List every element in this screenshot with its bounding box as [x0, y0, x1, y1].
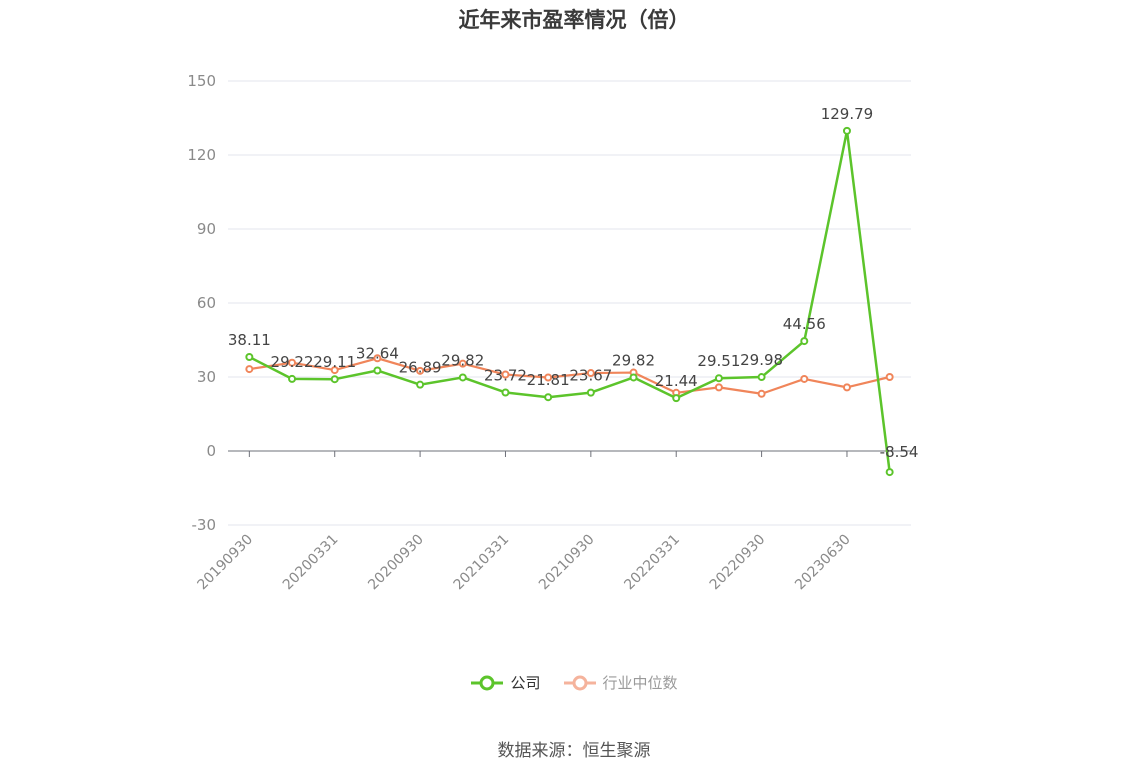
- data-label: 21.81: [527, 371, 570, 389]
- data-label: 29.82: [612, 351, 655, 369]
- y-tick-label: 90: [197, 220, 216, 238]
- industry-legend-icon: [563, 675, 596, 690]
- industry-point: [544, 373, 553, 382]
- data-source: 数据来源：恒生聚源: [497, 741, 651, 761]
- x-tick-label: 20220331: [621, 532, 683, 594]
- industry-point: [885, 373, 894, 381]
- company-legend-icon: [471, 675, 504, 690]
- industry-point: [501, 370, 510, 379]
- data-label: 29.51: [697, 352, 740, 370]
- series-lines: [248, 129, 891, 473]
- company-point: [800, 337, 809, 346]
- data-label: 44.56: [783, 315, 826, 333]
- company-point: [416, 380, 425, 389]
- industry-point: [416, 366, 425, 375]
- y-tick-label: 120: [187, 146, 216, 164]
- company-point: [586, 388, 595, 397]
- industry-point: [800, 374, 809, 383]
- data-label: 29.82: [441, 351, 484, 369]
- data-label: 23.67: [569, 367, 612, 385]
- company-point: [672, 394, 681, 403]
- x-tick-label: 20190930: [194, 532, 256, 594]
- company-point: [714, 374, 723, 383]
- legend-label-industry: 行业中位数: [602, 674, 678, 692]
- y-tick-label: 0: [206, 442, 216, 460]
- legend: 公司 行业中位数: [0, 672, 1148, 693]
- data-label: 38.11: [228, 331, 271, 349]
- y-tick-label: -30: [192, 516, 217, 534]
- industry-point: [714, 383, 723, 392]
- y-tick-label: 150: [187, 72, 216, 90]
- industry-point: [842, 383, 851, 392]
- legend-item-company[interactable]: 公司: [470, 672, 541, 693]
- x-axis: 20190930 20200331 20200930 20210331 20210930…: [194, 450, 911, 594]
- industry-point: [373, 354, 382, 363]
- x-tick-label: 20230630: [792, 532, 854, 594]
- company-point: [330, 375, 339, 384]
- data-label: -8.54: [880, 443, 919, 461]
- industry-point: [757, 389, 766, 398]
- x-tick-label: 20200331: [280, 532, 342, 594]
- data-label: 23.72: [484, 366, 527, 384]
- company-point: [458, 373, 467, 382]
- company-point: [245, 352, 254, 361]
- y-tick-label: 30: [197, 368, 216, 386]
- company-point: [544, 393, 553, 402]
- legend-label-company: 公司: [510, 674, 541, 692]
- company-point: [757, 373, 766, 382]
- legend-item-industry[interactable]: 行业中位数: [563, 672, 678, 693]
- company-point: [629, 373, 638, 382]
- data-label: 29.11: [313, 353, 356, 371]
- x-tick-label: 20220930: [707, 532, 769, 594]
- y-tick-label: 60: [197, 294, 216, 312]
- grid-lines: [228, 80, 911, 526]
- y-axis-ticks: -30 0 30 60 90 120 150: [187, 72, 216, 534]
- industry-point: [586, 369, 595, 378]
- company-line: [248, 129, 891, 473]
- industry-point: [288, 358, 297, 367]
- company-point: [501, 388, 510, 397]
- x-tick-label: 20210930: [536, 532, 598, 594]
- company-point: [373, 366, 382, 375]
- data-label: 29.98: [740, 351, 783, 369]
- company-point: [885, 468, 894, 477]
- x-tick-label: 20210331: [451, 532, 513, 594]
- data-label: 129.79: [821, 105, 874, 123]
- company-point: [842, 126, 851, 135]
- data-label: 29.22: [271, 353, 314, 371]
- industry-point: [330, 366, 339, 375]
- data-label: 21.44: [655, 372, 698, 390]
- x-tick-label: 20200930: [365, 532, 427, 594]
- data-label: 32.64: [356, 344, 399, 362]
- industry-line: [249, 357, 890, 395]
- company-point: [288, 374, 297, 383]
- series-points: [245, 126, 894, 477]
- industry-point: [245, 365, 254, 374]
- data-label: 26.89: [399, 359, 442, 377]
- industry-point: [458, 359, 467, 368]
- chart-title: 近年来市盈率情况（倍）: [458, 8, 690, 32]
